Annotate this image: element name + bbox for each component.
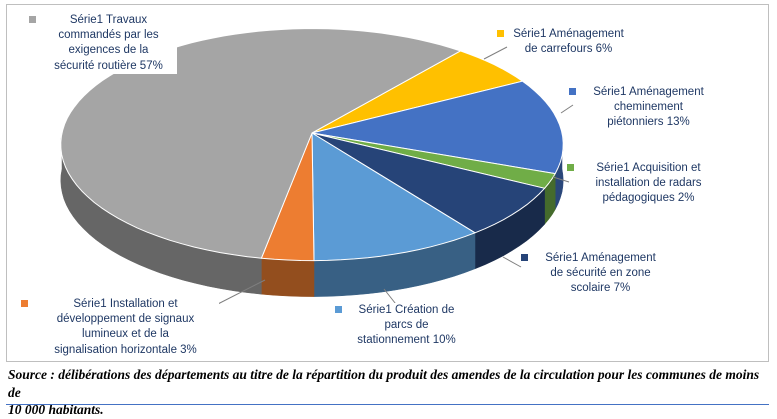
- pie-slice-parcs[interactable]: [311, 132, 476, 262]
- pie-slice-zone_scolaire[interactable]: [311, 132, 546, 234]
- chart-area: Série1 Aménagement de carrefours 6% Série…: [6, 4, 769, 362]
- label-leader-line: [552, 176, 570, 183]
- label-leader-line: [211, 279, 266, 308]
- pie-data-label-text: Série1 Aménagement cheminement piétonnie…: [580, 85, 717, 131]
- pie-data-label-text: Série1 Aménagement de sécurité en zone s…: [532, 251, 669, 297]
- pie-chart-3d: [60, 28, 574, 309]
- pie-data-label-text: Série1 Acquisition et installation de ra…: [578, 161, 719, 207]
- pie-data-label-cheminement: Série1 Aménagement cheminement piétonnie…: [569, 85, 717, 131]
- pie-data-label-radars: Série1 Acquisition et installation de ra…: [567, 161, 719, 207]
- pie-data-label-text: Série1 Création de parcs de stationnemen…: [346, 303, 467, 349]
- legend-key-icon: [569, 88, 576, 95]
- label-leader-line: [483, 46, 508, 60]
- pie-data-label-text: Série1 Installation et développement de …: [32, 297, 219, 358]
- legend-key-icon: [567, 164, 574, 171]
- legend-key-icon: [521, 254, 528, 261]
- legend-key-icon: [29, 16, 36, 23]
- source-note: Source : délibérations des départements …: [8, 367, 760, 418]
- pie-data-label-zone_scolaire: Série1 Aménagement de sécurité en zone s…: [521, 251, 669, 297]
- label-leader-line: [502, 256, 522, 268]
- pie-slice-carrefours[interactable]: [311, 50, 523, 134]
- label-leader-line: [560, 104, 574, 114]
- pie-data-label-signaux: Série1 Installation et développement de …: [21, 297, 219, 358]
- legend-key-icon: [335, 306, 342, 313]
- pie-data-label-text: Série1 Aménagement de carrefours 6%: [508, 27, 629, 58]
- pie-data-label-parcs: Série1 Création de parcs de stationnemen…: [335, 303, 467, 349]
- bottom-rule: [6, 404, 769, 405]
- pie-slice-cheminement[interactable]: [311, 80, 564, 175]
- pie-data-label-text: Série1 Travaux commandés par les exigenc…: [40, 13, 177, 74]
- legend-key-icon: [21, 300, 28, 307]
- pie-labels-layer: Série1 Aménagement de carrefours 6% Série…: [7, 5, 768, 361]
- legend-key-icon: [497, 30, 504, 37]
- pie-data-label-carrefours: Série1 Aménagement de carrefours 6%: [497, 27, 629, 58]
- pie-data-label-travaux: Série1 Travaux commandés par les exigenc…: [29, 13, 177, 74]
- pie-slice-travaux[interactable]: [60, 28, 461, 259]
